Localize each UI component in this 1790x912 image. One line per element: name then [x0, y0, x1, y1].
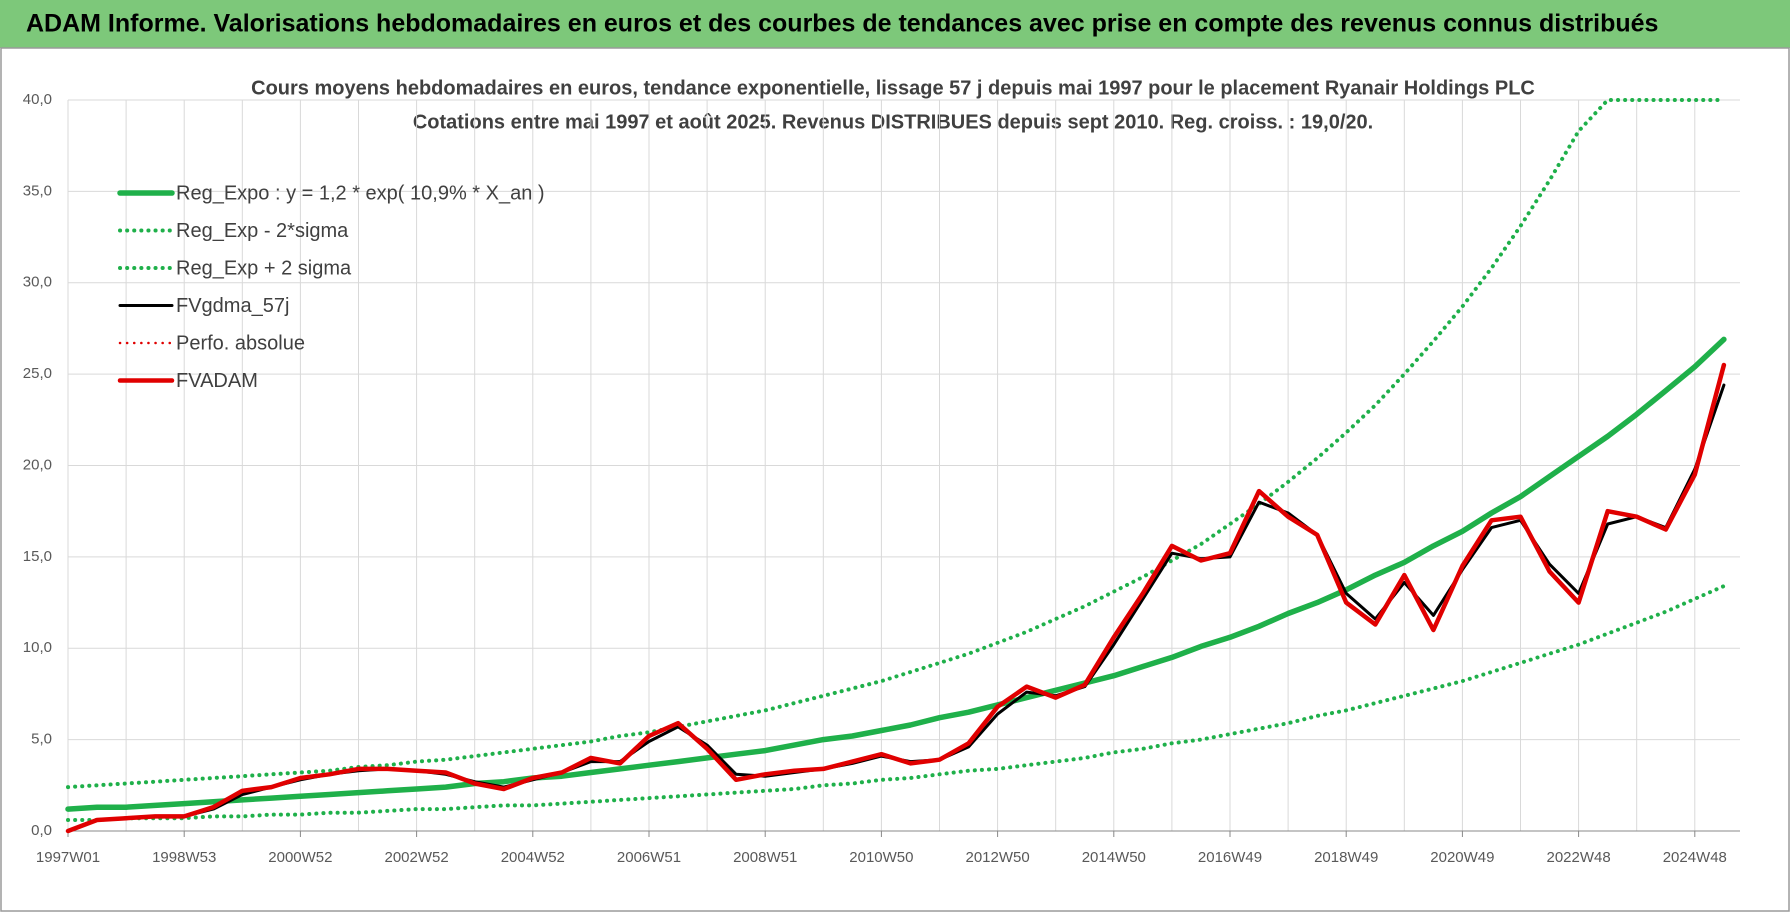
- x-tick-label: 2008W51: [733, 849, 797, 866]
- x-tick-label: 1998W53: [152, 849, 216, 866]
- x-tick-label: 2016W49: [1198, 849, 1262, 866]
- y-tick-label: 20,0: [23, 456, 52, 473]
- x-tick-label: 2006W51: [617, 849, 681, 866]
- legend-label: FVgdma_57j: [176, 295, 289, 317]
- x-tick-label: 2024W48: [1663, 849, 1727, 866]
- y-tick-label: 15,0: [23, 548, 52, 565]
- series-line: [65, 336, 1727, 812]
- chart-title: Cours moyens hebdomadaires en euros, ten…: [251, 77, 1535, 99]
- series-line: [65, 362, 1727, 834]
- y-tick-label: 30,0: [23, 274, 52, 291]
- y-tick-label: 0,0: [31, 822, 52, 839]
- chart-subtitle: Cotations entre mai 1997 et août 2025. R…: [413, 111, 1373, 133]
- x-tick-label: 1997W01: [36, 849, 100, 866]
- x-tick-label: 2004W52: [501, 849, 565, 866]
- frame: [0, 47, 1790, 912]
- banner-bar: [0, 0, 1790, 48]
- series-line: [66, 584, 1726, 822]
- legend-label: Reg_Exp + 2 sigma: [176, 257, 352, 279]
- y-tick-label: 35,0: [23, 182, 52, 199]
- legend-label: Reg_Exp - 2*sigma: [176, 220, 349, 242]
- series-line: [66, 98, 1726, 790]
- y-tick-label: 5,0: [31, 731, 52, 748]
- x-tick-label: 2018W49: [1314, 849, 1378, 866]
- x-tick-label: 2002W52: [384, 849, 448, 866]
- y-tick-label: 40,0: [23, 91, 52, 108]
- y-tick-label: 25,0: [23, 365, 52, 382]
- x-tick-label: 2000W52: [268, 849, 332, 866]
- x-tick-label: 2012W50: [965, 849, 1029, 866]
- legend-label: Reg_Expo : y = 1,2 * exp( 10,9% * X_an ): [176, 182, 545, 204]
- x-tick-label: 2022W48: [1546, 849, 1610, 866]
- banner-title: ADAM Informe. Valorisations hebdomadaire…: [26, 10, 1658, 38]
- series-line: [66, 383, 1726, 833]
- legend-label: FVADAM: [176, 370, 258, 392]
- legend-label: Perfo. absolue: [176, 332, 305, 354]
- x-tick-label: 2020W49: [1430, 849, 1494, 866]
- x-tick-label: 2010W50: [849, 849, 913, 866]
- x-tick-label: 2014W50: [1082, 849, 1146, 866]
- y-tick-label: 10,0: [23, 639, 52, 656]
